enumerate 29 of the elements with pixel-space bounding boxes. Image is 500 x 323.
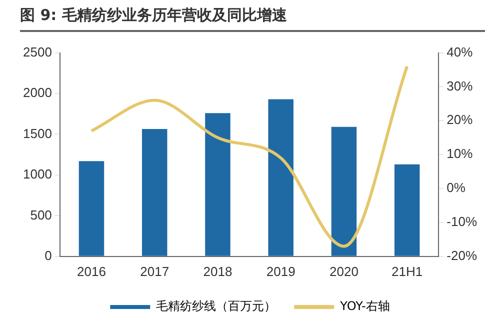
y2-tick-label: -20%	[446, 248, 478, 263]
bar	[268, 99, 294, 256]
y2-tick-label: 40%	[446, 44, 474, 60]
y-tick-label: 500	[30, 207, 52, 222]
y-tick-label: 2500	[23, 44, 52, 60]
x-tick-label: 2020	[330, 264, 358, 279]
legend-label: YOY-右轴	[339, 299, 390, 314]
y2-tick-label: -10%	[446, 214, 478, 230]
y2-tick-label: 10%	[446, 146, 474, 162]
y-tick-label: 1500	[23, 126, 52, 141]
y-tick-label: 0	[44, 248, 52, 263]
bar	[78, 161, 104, 256]
y2-tick-label: 30%	[446, 78, 474, 94]
y-tick-label: 2000	[23, 85, 52, 100]
x-tick-label: 2018	[203, 264, 232, 279]
bar	[205, 113, 230, 256]
x-tick-label: 21H1	[392, 264, 423, 279]
y2-tick-label: 0%	[446, 180, 466, 196]
bar	[394, 164, 420, 256]
y-tick-label: 1000	[23, 166, 52, 182]
chart-title: 图 9: 毛精纺纱业务历年营收及同比增速	[20, 6, 485, 32]
x-tick-label: 2017	[140, 264, 170, 279]
x-tick-label: 2019	[266, 264, 296, 279]
line-series	[90, 64, 409, 248]
y2-tick-label: 20%	[446, 112, 474, 128]
x-tick-label: 2016	[77, 264, 106, 279]
bar	[331, 126, 357, 256]
legend-label: 毛精纺纱线（百万元）	[156, 299, 276, 314]
bar	[142, 128, 168, 256]
